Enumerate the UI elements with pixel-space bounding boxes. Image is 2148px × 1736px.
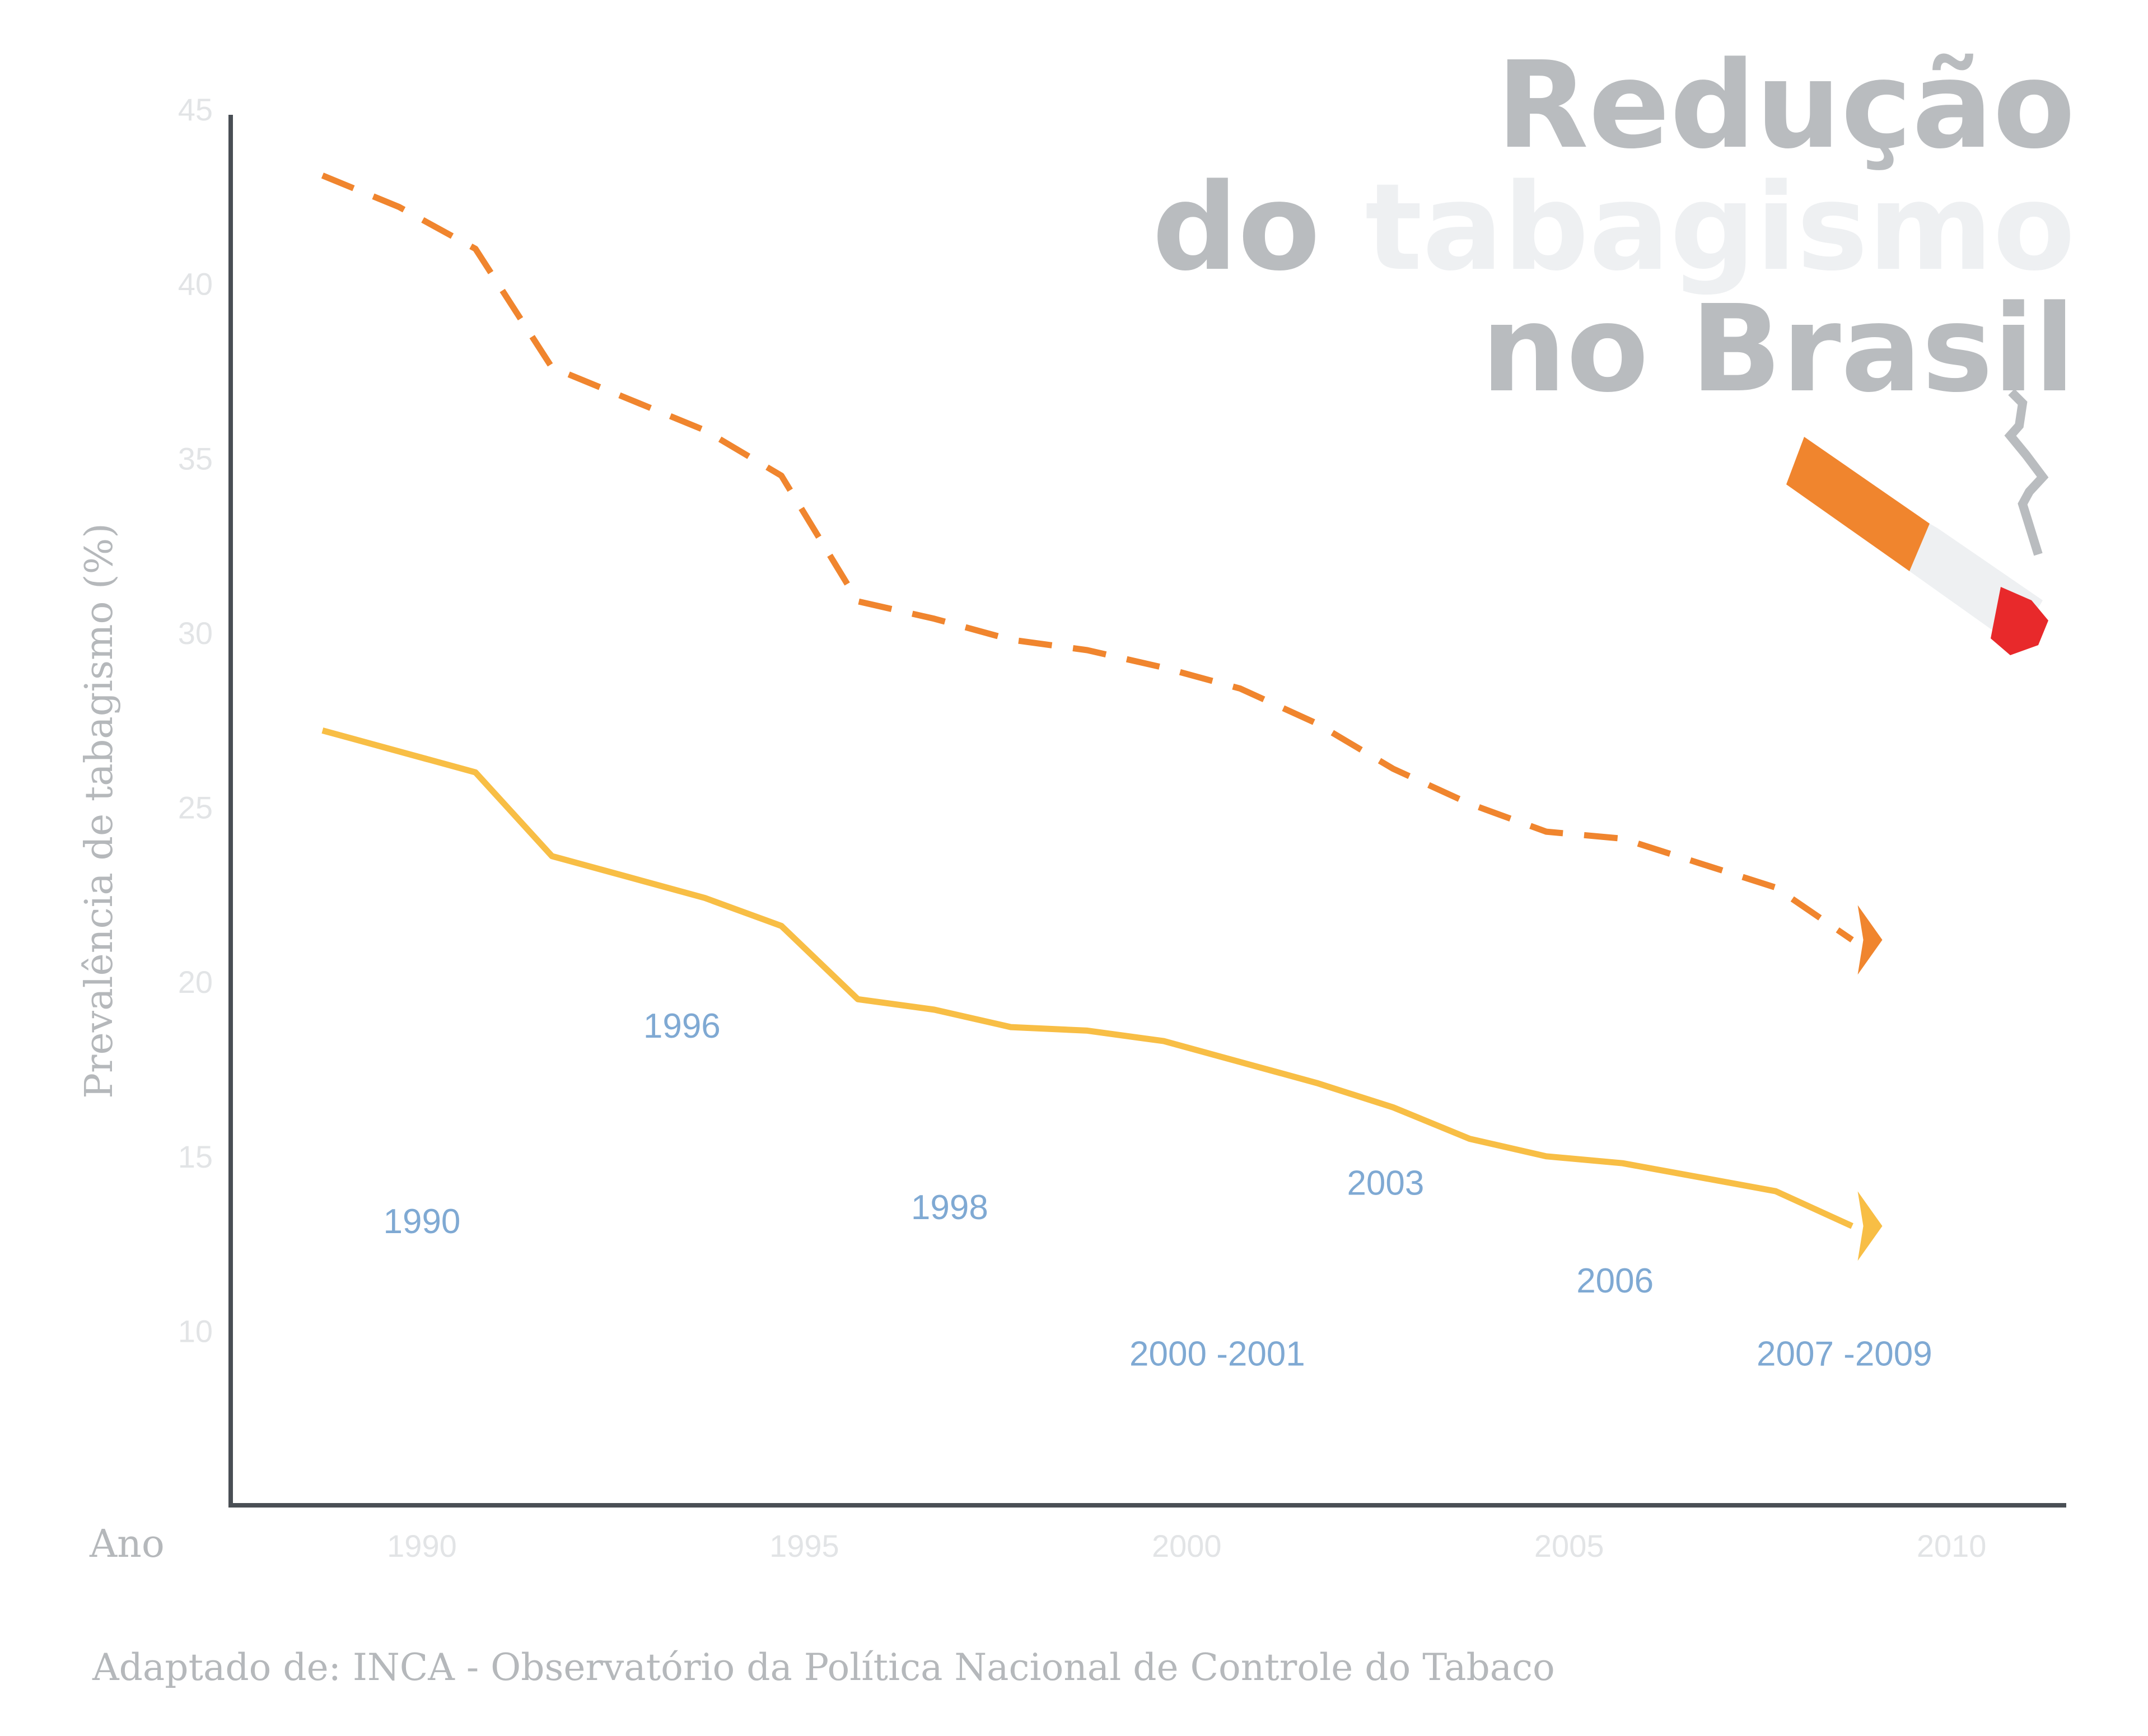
x-tick-label: 1990 [387, 1528, 457, 1564]
cigarette-ember [1991, 587, 2048, 655]
year-annotation: 2007 -2009 [1757, 1335, 1932, 1374]
year-annotation: 2000 -2001 [1129, 1335, 1305, 1374]
x-tick-label: 2000 [1152, 1528, 1222, 1564]
series-arrowhead [1857, 905, 1883, 975]
series-line-dashed [321, 172, 1854, 942]
year-annotation: 1996 [643, 1007, 721, 1046]
chart-title: Redução do tabagismo no Brasil [1152, 36, 2075, 419]
title-line-2-part-b: tabagismo [1365, 158, 2075, 297]
title-line-2-part-a: do [1152, 158, 1320, 297]
y-tick-label: 30 [178, 615, 213, 651]
cigarette-filter [1786, 437, 1930, 571]
y-tick-label: 10 [178, 1313, 213, 1348]
y-tick-label: 25 [178, 790, 213, 825]
y-tick-labels: 10 15 20 25 30 35 40 45 [178, 92, 213, 1348]
title-line-2: do tabagismo [1152, 158, 2075, 297]
series-arrowhead [1857, 1191, 1883, 1261]
annotation-layer: 1990 1996 1998 2000 -2001 2003 2006 2007 -2009 [383, 1007, 1932, 1374]
smoke-trail [2004, 389, 2049, 556]
title-line-1: Redução [1496, 36, 2075, 175]
title-line-3: no Brasil [1481, 279, 2075, 419]
y-tick-label: 45 [178, 92, 213, 127]
year-annotation: 1998 [911, 1188, 988, 1227]
cigarette-icon [1786, 389, 2049, 655]
y-tick-label: 20 [178, 964, 213, 1000]
series-layer [321, 172, 1883, 1261]
y-tick-label: 35 [178, 441, 213, 476]
source-note: Adaptado de: INCA - Observatório da Polí… [92, 1646, 1555, 1689]
x-tick-label: 1995 [769, 1528, 839, 1564]
x-tick-labels: 1990 1995 2000 2005 2010 [387, 1528, 1986, 1564]
x-tick-label: 2010 [1917, 1528, 1987, 1564]
series-line-solid [321, 727, 1853, 1229]
y-axis-label: Prevalência de tabagismo (%) [77, 523, 122, 1098]
x-axis-label: Ano [89, 1522, 165, 1566]
y-tick-label: 40 [178, 267, 213, 302]
x-tick-label: 2005 [1534, 1528, 1604, 1564]
year-annotation: 2006 [1576, 1262, 1654, 1300]
year-annotation: 2003 [1347, 1164, 1424, 1202]
y-tick-label: 15 [178, 1139, 213, 1174]
year-annotation: 1990 [383, 1202, 460, 1241]
